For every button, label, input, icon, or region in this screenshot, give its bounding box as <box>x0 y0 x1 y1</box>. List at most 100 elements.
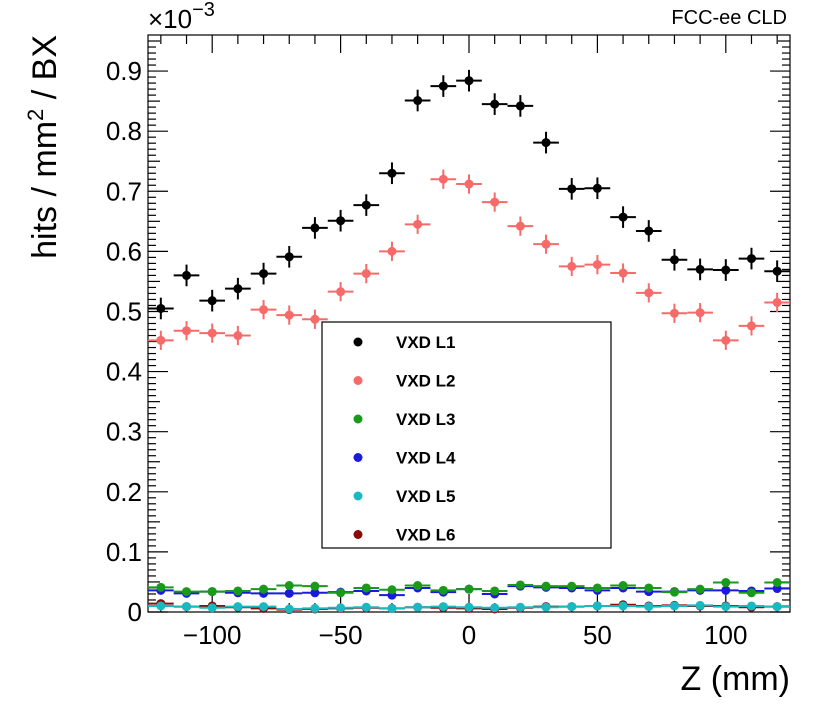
data-point <box>618 268 628 278</box>
data-point <box>618 601 628 611</box>
data-point <box>669 308 679 318</box>
data-point <box>746 321 756 331</box>
data-point <box>490 99 500 109</box>
data-point <box>413 219 423 229</box>
data-point <box>669 587 679 597</box>
data-point <box>284 604 294 614</box>
data-point <box>387 603 397 613</box>
legend-box <box>321 321 612 549</box>
data-point <box>233 284 243 294</box>
data-point <box>310 581 320 591</box>
x-tick-label: −100 <box>183 620 242 650</box>
data-point <box>284 252 294 262</box>
data-point <box>592 183 602 193</box>
y-tick-label: 0.6 <box>106 236 142 266</box>
data-point <box>310 588 320 598</box>
data-point <box>438 585 448 595</box>
series-vxd-l5 <box>148 600 790 614</box>
data-point <box>156 582 166 592</box>
y-tick-label: 0.3 <box>106 417 142 447</box>
data-point <box>207 296 217 306</box>
data-point <box>592 260 602 270</box>
data-series-layer <box>148 69 790 615</box>
series-vxd-l2 <box>148 169 790 350</box>
data-point <box>361 200 371 210</box>
data-point <box>259 305 269 315</box>
x-tick-label: 100 <box>704 620 747 650</box>
data-point <box>156 335 166 345</box>
data-point <box>746 254 756 264</box>
legend-marker <box>353 530 363 539</box>
data-point <box>644 226 654 236</box>
data-point <box>464 584 474 594</box>
data-point <box>567 581 577 591</box>
data-point <box>207 328 217 338</box>
data-point <box>541 138 551 148</box>
data-point <box>413 96 423 106</box>
data-point <box>438 602 448 612</box>
data-point <box>592 583 602 593</box>
data-point <box>618 581 628 591</box>
legend-label: VXD L3 <box>396 410 456 429</box>
data-point <box>284 310 294 320</box>
data-point <box>567 184 577 194</box>
data-point <box>310 223 320 233</box>
data-point <box>284 581 294 591</box>
x-tick-label: −50 <box>319 620 363 650</box>
data-point <box>772 297 782 307</box>
legend-marker <box>353 414 363 424</box>
data-point <box>721 585 731 595</box>
data-point <box>438 81 448 91</box>
data-point <box>310 314 320 324</box>
data-point <box>233 602 243 612</box>
experiment-label: FCC-ee CLD <box>671 7 787 29</box>
data-point <box>259 584 269 594</box>
data-point <box>361 602 371 612</box>
data-point <box>644 288 654 298</box>
data-point <box>259 602 269 612</box>
data-point <box>413 581 423 591</box>
legend-label: VXD L1 <box>396 333 456 352</box>
data-point <box>336 588 346 598</box>
y-axis-title-suffix: / BX <box>26 35 64 109</box>
data-point <box>284 588 294 598</box>
data-point <box>541 239 551 249</box>
data-point <box>464 602 474 612</box>
data-point <box>592 601 602 611</box>
data-point <box>721 578 731 588</box>
data-point <box>721 335 731 345</box>
data-point <box>695 308 705 318</box>
y-axis-multiplier: ×10−3 <box>148 0 215 34</box>
legend-label: VXD L5 <box>396 487 456 506</box>
y-axis-title: hits / mm2 / BX <box>23 35 64 259</box>
y-axis-title-main: hits / mm <box>26 121 64 259</box>
y-axis-title-superscript: 2 <box>23 109 48 121</box>
y-tick-label: 0.4 <box>106 357 142 387</box>
data-point <box>464 76 474 86</box>
data-point <box>669 601 679 611</box>
data-point <box>182 602 192 612</box>
x-axis-title: Z (mm) <box>680 660 790 698</box>
y-axis: 0 0.1 0.2 0.3 0.4 0.5 0.6 0.7 0.8 0.9 <box>106 40 790 627</box>
data-point <box>772 266 782 276</box>
data-point <box>336 603 346 613</box>
data-point <box>233 331 243 341</box>
data-point <box>567 602 577 612</box>
data-point <box>746 588 756 598</box>
data-point <box>387 168 397 178</box>
data-point <box>618 212 628 222</box>
legend-marker <box>353 453 363 462</box>
data-point <box>182 270 192 280</box>
data-point <box>361 269 371 279</box>
data-point <box>490 197 500 207</box>
legend-label: VXD L2 <box>396 372 456 391</box>
data-point <box>387 246 397 256</box>
data-point <box>515 602 525 612</box>
legend-label: VXD L6 <box>396 526 456 545</box>
data-point <box>772 578 782 588</box>
data-point <box>515 221 525 231</box>
data-point <box>541 602 551 612</box>
data-point <box>259 269 269 279</box>
data-point <box>438 174 448 184</box>
x-tick-label: 50 <box>583 620 612 650</box>
